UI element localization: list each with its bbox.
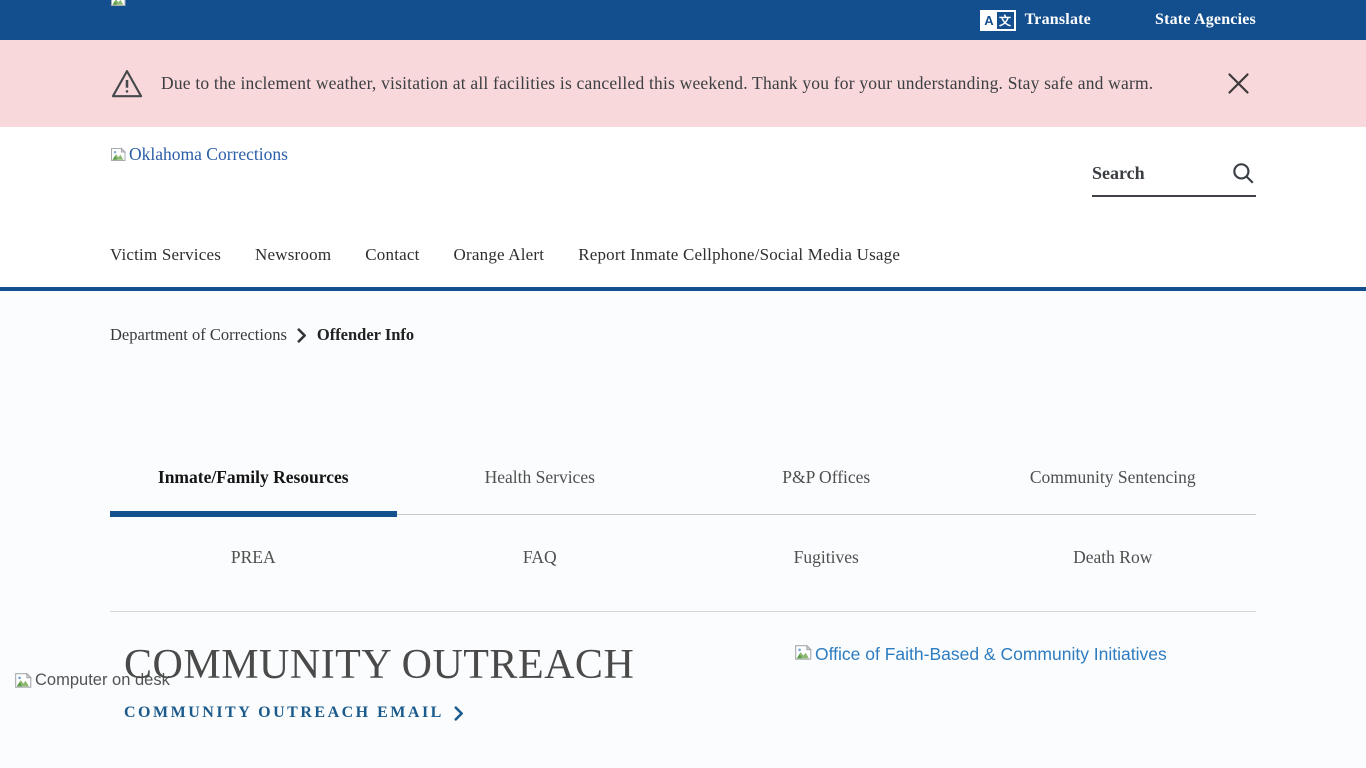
- tab-row-secondary: PREA FAQ Fugitives Death Row: [110, 517, 1256, 612]
- weather-alert-banner: Due to the inclement weather, visitation…: [0, 40, 1366, 127]
- tab-death-row[interactable]: Death Row: [1073, 547, 1153, 567]
- nav-item-newsroom[interactable]: Newsroom: [255, 245, 332, 264]
- hero-image-alt-text: Computer on desk: [35, 671, 170, 689]
- broken-image-icon: [14, 672, 33, 690]
- broken-image-icon: [110, 147, 127, 163]
- nav-item-orange-alert[interactable]: Orange Alert: [453, 245, 545, 264]
- faith-based-initiatives-link[interactable]: Office of Faith-Based & Community Initia…: [794, 644, 1167, 665]
- header-divider: [0, 287, 1366, 291]
- tab-inmate-family-resources[interactable]: Inmate/Family Resources: [157, 467, 349, 487]
- alert-close-button[interactable]: [1221, 66, 1256, 101]
- state-agencies-link[interactable]: State Agencies: [1155, 11, 1256, 29]
- active-tab-indicator: [110, 511, 397, 517]
- state-agencies-label: State Agencies: [1154, 11, 1256, 28]
- translate-label: Translate: [1024, 11, 1091, 28]
- tab-community-sentencing[interactable]: Community Sentencing: [1029, 467, 1196, 487]
- alert-message: Due to the inclement weather, visitation…: [161, 73, 1154, 93]
- chevron-right-icon: [297, 327, 307, 343]
- nav-item-victim-services[interactable]: Victim Services: [110, 245, 222, 264]
- site-logo-alt-text: Oklahoma Corrections: [129, 144, 288, 164]
- translate-icon: A 文: [979, 9, 1016, 31]
- faith-image-alt-text: Office of Faith-Based & Community Initia…: [815, 644, 1167, 664]
- page-title: COMMUNITY OUTREACH: [124, 642, 635, 688]
- tab-fugitives[interactable]: Fugitives: [793, 547, 859, 567]
- breadcrumb: Department of Corrections Offender Info: [110, 291, 1256, 345]
- tab-health-services[interactable]: Health Services: [484, 467, 595, 487]
- tab-faq[interactable]: FAQ: [522, 547, 557, 567]
- tab-prea[interactable]: PREA: [230, 547, 276, 567]
- broken-image-icon: [794, 644, 813, 662]
- main-content: Computer on desk Department of Correctio…: [0, 291, 1366, 768]
- tab-row-divider: [397, 514, 1256, 515]
- hero-broken-image: Computer on desk: [14, 671, 170, 690]
- main-navigation: Victim Services Newsroom Contact Orange …: [110, 245, 900, 265]
- site-logo-link[interactable]: Oklahoma Corrections: [110, 144, 288, 165]
- breadcrumb-parent-link[interactable]: Department of Corrections: [110, 325, 287, 344]
- community-outreach-email-link[interactable]: COMMUNITY OUTREACH EMAIL: [124, 704, 464, 722]
- tab-pp-offices[interactable]: P&P Offices: [782, 467, 871, 487]
- tab-row-primary: Inmate/Family Resources Health Services …: [110, 459, 1256, 517]
- email-link-label: COMMUNITY OUTREACH EMAIL: [124, 704, 444, 722]
- top-utility-bar: A 文 Translate State Agencies: [0, 0, 1366, 40]
- warning-triangle-icon: [110, 68, 144, 99]
- search-button[interactable]: [1230, 160, 1256, 186]
- nav-item-report-cellphone[interactable]: Report Inmate Cellphone/Social Media Usa…: [578, 245, 901, 264]
- breadcrumb-current: Offender Info: [316, 325, 415, 344]
- translate-button[interactable]: A 文 Translate: [979, 9, 1091, 31]
- search-input[interactable]: [1092, 162, 1202, 184]
- community-outreach-section: COMMUNITY OUTREACH COMMUNITY OUTREACH EM…: [110, 612, 1256, 722]
- chevron-right-icon: [454, 706, 464, 721]
- search-box: [1092, 160, 1256, 197]
- site-header: Oklahoma Corrections Victim Services New…: [0, 127, 1366, 287]
- nav-item-contact[interactable]: Contact: [365, 245, 420, 264]
- broken-image-icon: [110, 0, 127, 13]
